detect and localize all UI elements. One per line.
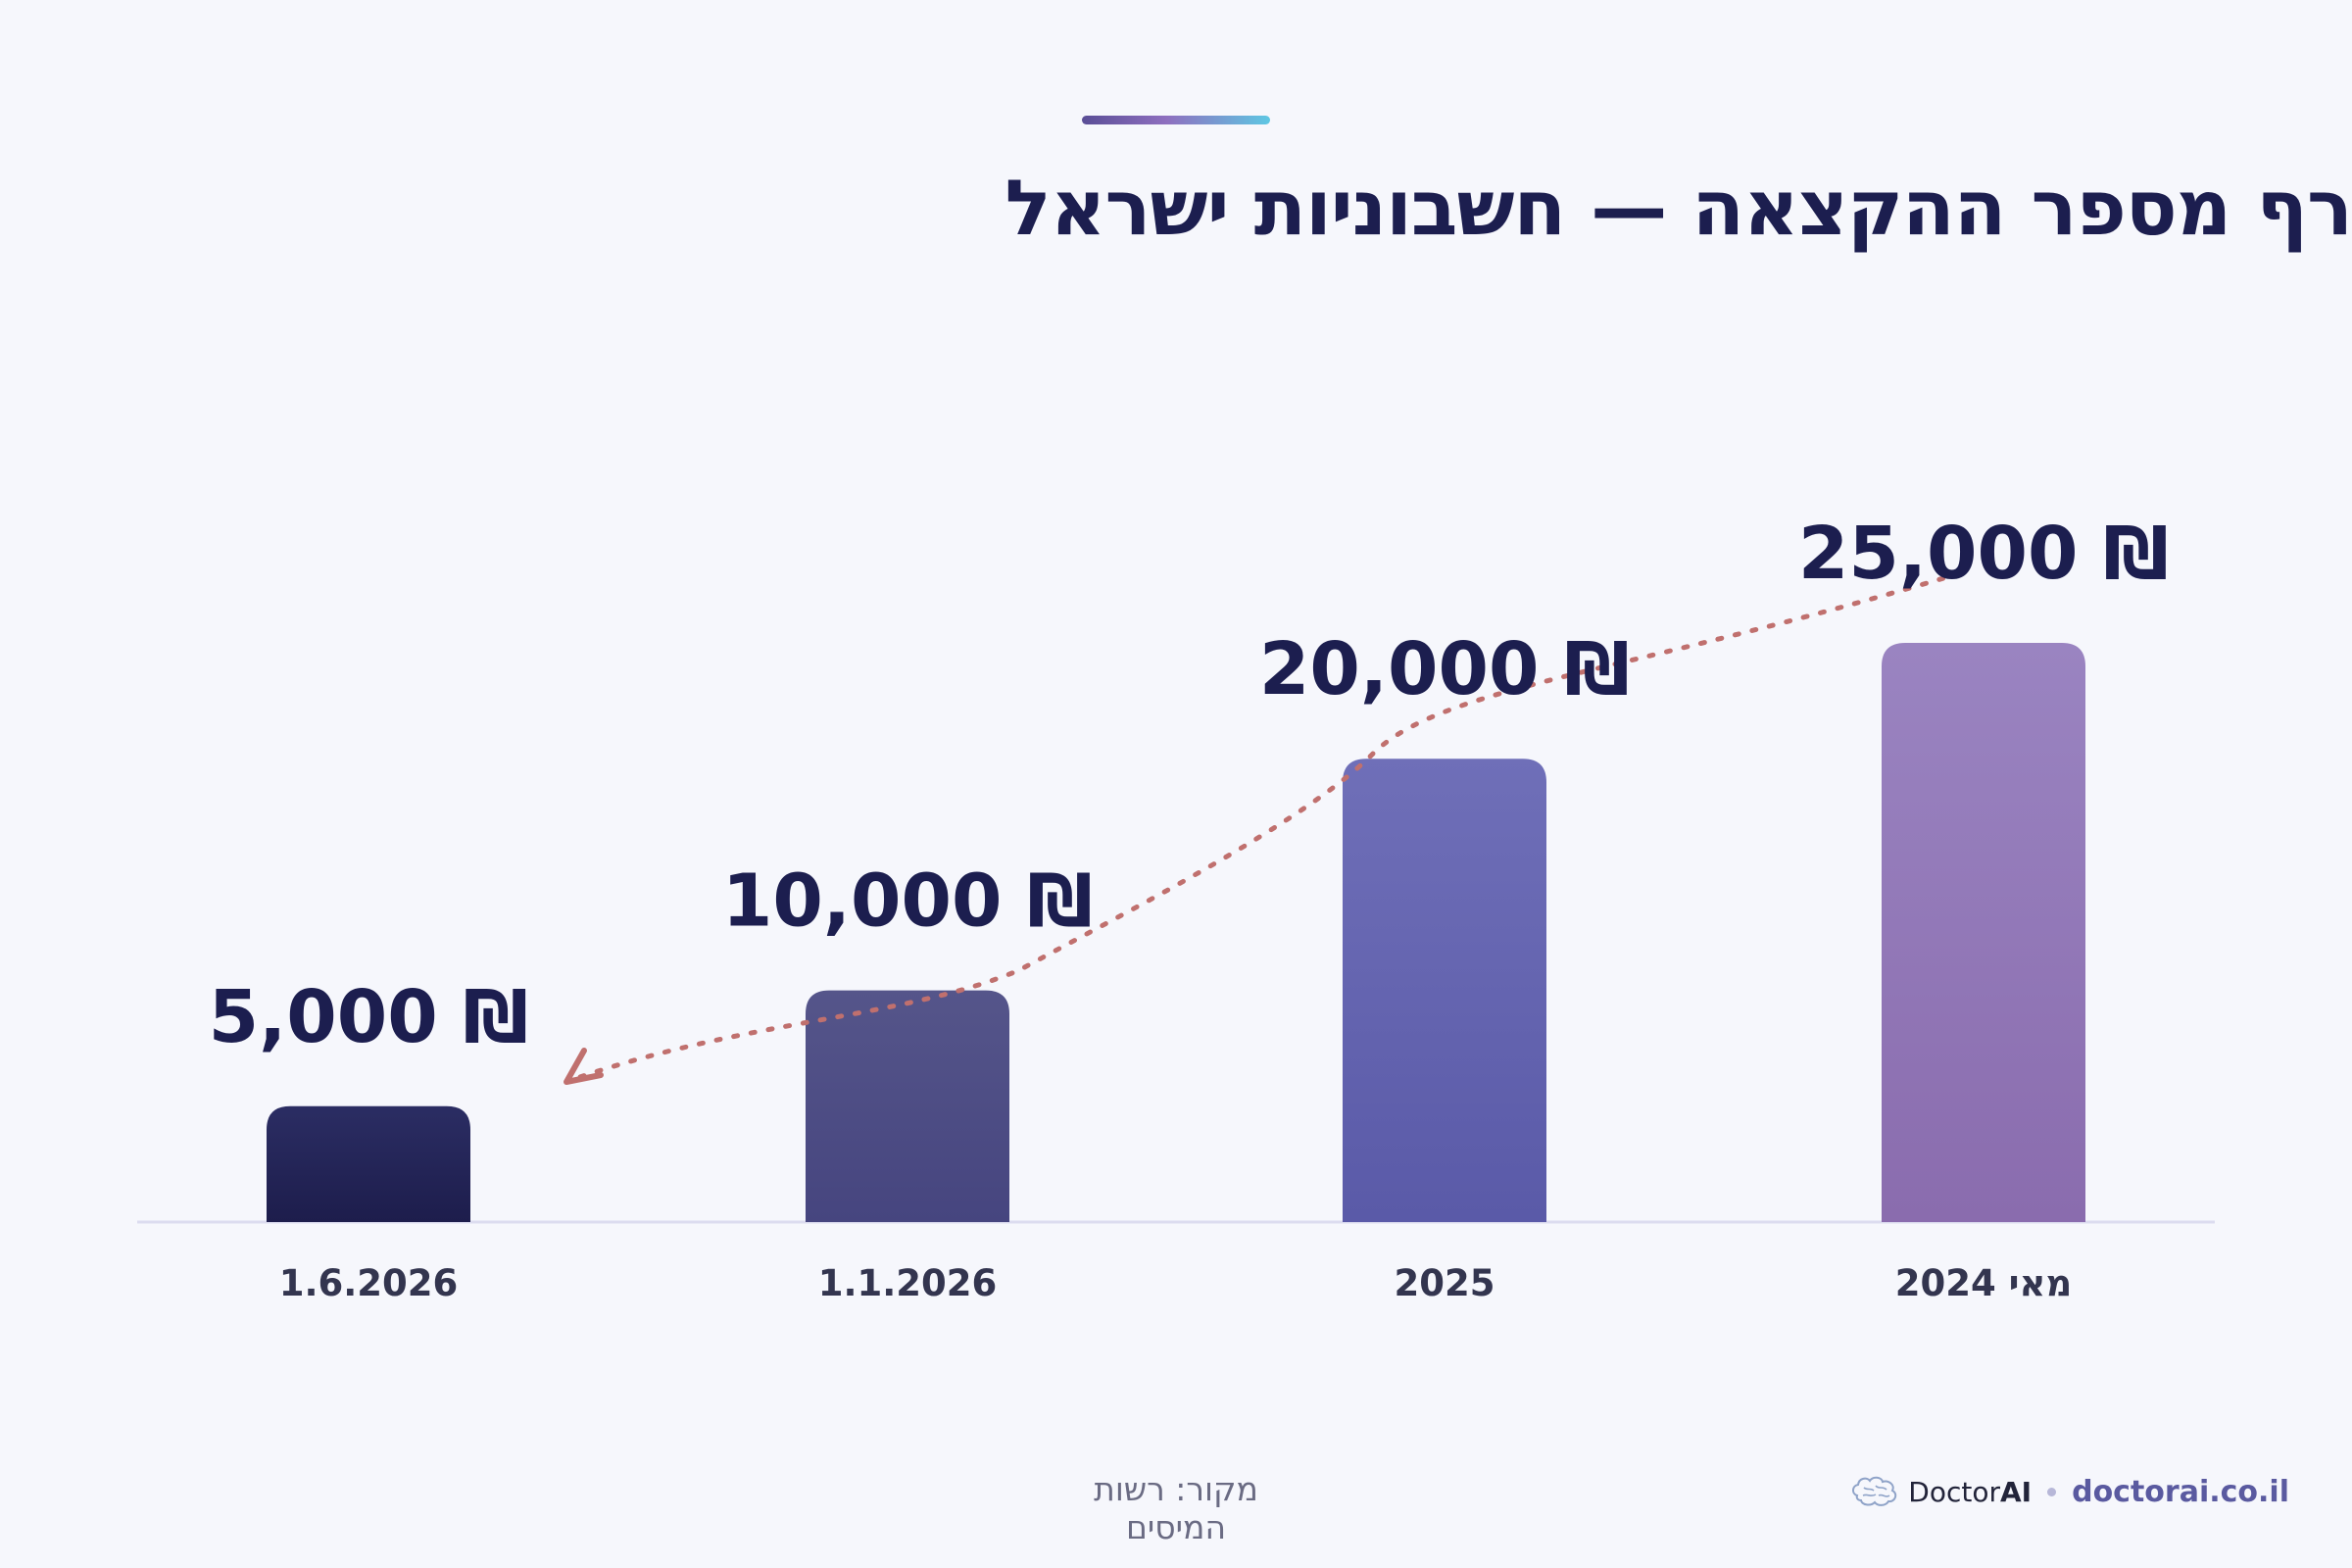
value-label: ₪ 10,000 bbox=[722, 859, 1093, 944]
separator-dot bbox=[2047, 1487, 2057, 1496]
brain-icon bbox=[1852, 1476, 1897, 1506]
x-tick-label: 1.1.2026 bbox=[818, 1262, 998, 1304]
bar-1.1.2026 bbox=[806, 990, 1009, 1222]
bar-מאי 2024 bbox=[1882, 643, 2085, 1222]
brand-name: DoctorAI bbox=[1908, 1475, 2033, 1508]
value-label: ₪ 5,000 bbox=[209, 975, 529, 1059]
brand-footer: DoctorAI doctorai.co.il bbox=[1849, 1470, 2289, 1513]
bar-1.6.2026 bbox=[267, 1105, 470, 1222]
trend-arrow-head bbox=[564, 1048, 604, 1085]
website-link[interactable]: doctorai.co.il bbox=[2072, 1474, 2289, 1509]
x-tick-label: 1.6.2026 bbox=[279, 1262, 459, 1304]
source-note: מקור: רשות המיסים bbox=[1094, 1470, 1258, 1546]
brand-logo: DoctorAI bbox=[1849, 1474, 2032, 1509]
x-tick-label: 2025 bbox=[1395, 1262, 1495, 1304]
x-tick-label: מאי 2024 bbox=[1895, 1262, 2072, 1304]
bar-2025 bbox=[1343, 759, 1546, 1222]
chart-title: רף מספר ההקצאה — חשבוניות ישראל bbox=[1004, 165, 2352, 253]
trend-arrow bbox=[565, 570, 1963, 1084]
title-accent-line bbox=[1082, 116, 1270, 124]
value-label: ₪ 20,000 bbox=[1259, 627, 1630, 711]
value-label: ₪ 25,000 bbox=[1798, 512, 2169, 596]
